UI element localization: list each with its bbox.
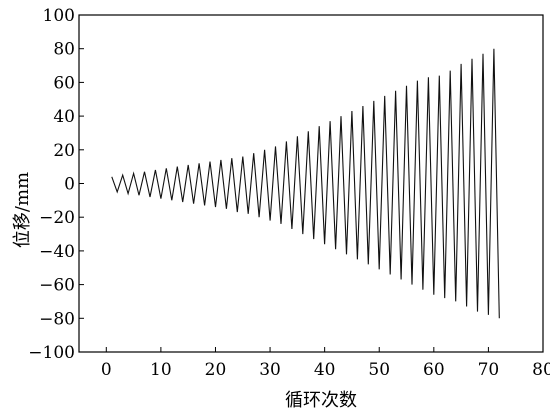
x-tick-label: 10 — [150, 360, 172, 380]
y-tick-label: −40 — [39, 242, 75, 262]
x-tick-label: 80 — [532, 360, 550, 380]
x-tick-label: 20 — [205, 360, 227, 380]
y-tick-label: 60 — [53, 73, 75, 93]
x-tick-label: 0 — [101, 360, 112, 380]
x-axis-title: 循环次数 — [285, 390, 357, 411]
x-tick-label: 70 — [478, 360, 500, 380]
x-tick-label: 50 — [368, 360, 390, 380]
y-axis-title: 位移/mm — [12, 172, 33, 248]
y-tick-label: 20 — [53, 141, 75, 161]
y-tick-label: 40 — [53, 107, 75, 127]
y-tick-label: −100 — [28, 343, 75, 363]
y-tick-label: 80 — [53, 40, 75, 60]
x-tick-label: 60 — [423, 360, 445, 380]
series-line — [111, 48, 500, 319]
x-tick-label: 40 — [314, 360, 336, 380]
y-tick-label: 100 — [43, 6, 75, 26]
y-tick-label: −60 — [39, 276, 75, 296]
plot-area: −100 −80 −60 −40 −20 0 20 40 60 80 100 0 10 20 30 40 50 6… — [28, 6, 550, 380]
x-tick-label: 30 — [259, 360, 281, 380]
y-tick-label: −20 — [39, 208, 75, 228]
y-tick-label: −80 — [39, 309, 75, 329]
y-tick-label: 0 — [64, 175, 75, 195]
